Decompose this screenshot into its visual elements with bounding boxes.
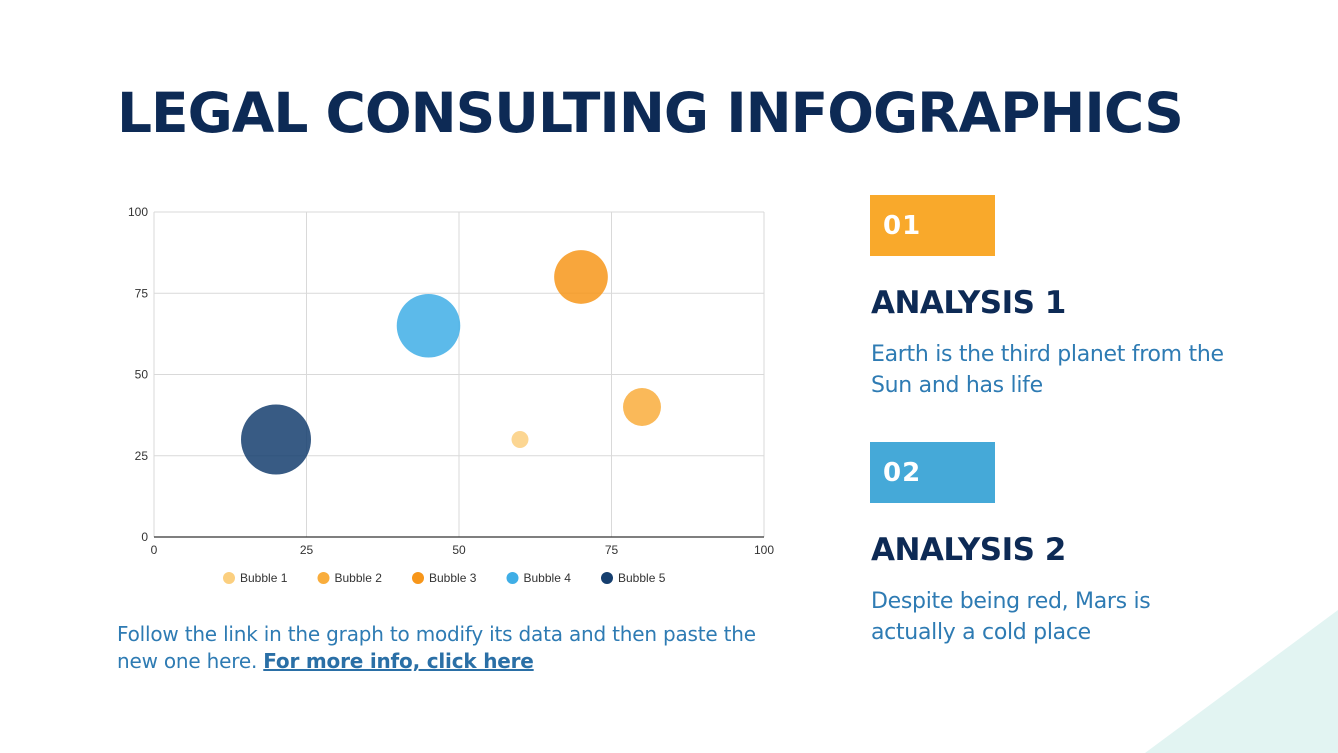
legend-label: Bubble 5: [618, 571, 666, 585]
bubble-point[interactable]: [554, 250, 608, 304]
x-axis-ticks: 0 25 50 75 100: [151, 543, 775, 557]
bubble-series: [241, 250, 661, 475]
bubble-point[interactable]: [511, 431, 529, 448]
legend-swatch: [506, 572, 519, 584]
legend-swatch: [317, 572, 330, 584]
analysis-1-title: ANALYSIS 1: [871, 285, 1066, 321]
analysis-2-title: ANALYSIS 2: [871, 532, 1066, 568]
footnote: Follow the link in the graph to modify i…: [117, 621, 777, 675]
x-tick-label: 75: [605, 543, 619, 557]
bubble-chart[interactable]: 0 25 50 75 100 0 25 50 75 100 Bubble 1 Bubble 2 Bu…: [110, 195, 780, 605]
footnote-text: Follow the link in the graph to modify i…: [117, 622, 756, 673]
legend-label: Bubble 2: [335, 571, 383, 585]
chart-grid: [153, 211, 765, 538]
page-title: LEGAL CONSULTING INFOGRAPHICS: [117, 81, 1184, 145]
analysis-1-text: Earth is the third planet from the Sun a…: [871, 342, 1224, 398]
x-tick-label: 0: [151, 543, 158, 557]
legend-label: Bubble 4: [524, 571, 572, 585]
legend-swatch: [223, 572, 235, 584]
chart-legend: Bubble 1 Bubble 2 Bubble 3 Bubble 4 Bubble 5: [223, 571, 666, 585]
y-tick-label: 50: [135, 368, 149, 382]
y-tick-label: 100: [128, 205, 148, 219]
y-tick-label: 25: [135, 449, 149, 463]
legend-swatch: [601, 572, 613, 584]
x-tick-label: 50: [452, 543, 466, 557]
bubble-point[interactable]: [396, 293, 461, 358]
legend-swatch: [412, 572, 424, 584]
more-info-link[interactable]: For more info, click here: [263, 649, 534, 673]
bubble-point[interactable]: [241, 404, 311, 475]
x-tick-label: 100: [754, 543, 774, 557]
analysis-2-number-badge: 02: [870, 442, 995, 503]
bubble-point[interactable]: [623, 388, 661, 426]
legend-label: Bubble 1: [240, 571, 288, 585]
analysis-1-number-badge: 01: [870, 195, 995, 256]
x-tick-label: 25: [300, 543, 314, 557]
legend-label: Bubble 3: [429, 571, 477, 585]
y-tick-label: 75: [135, 286, 149, 300]
analysis-2-text: Despite being red, Mars is actually a co…: [871, 589, 1151, 645]
y-tick-label: 0: [141, 530, 148, 544]
y-axis-ticks: 0 25 50 75 100: [128, 205, 148, 544]
